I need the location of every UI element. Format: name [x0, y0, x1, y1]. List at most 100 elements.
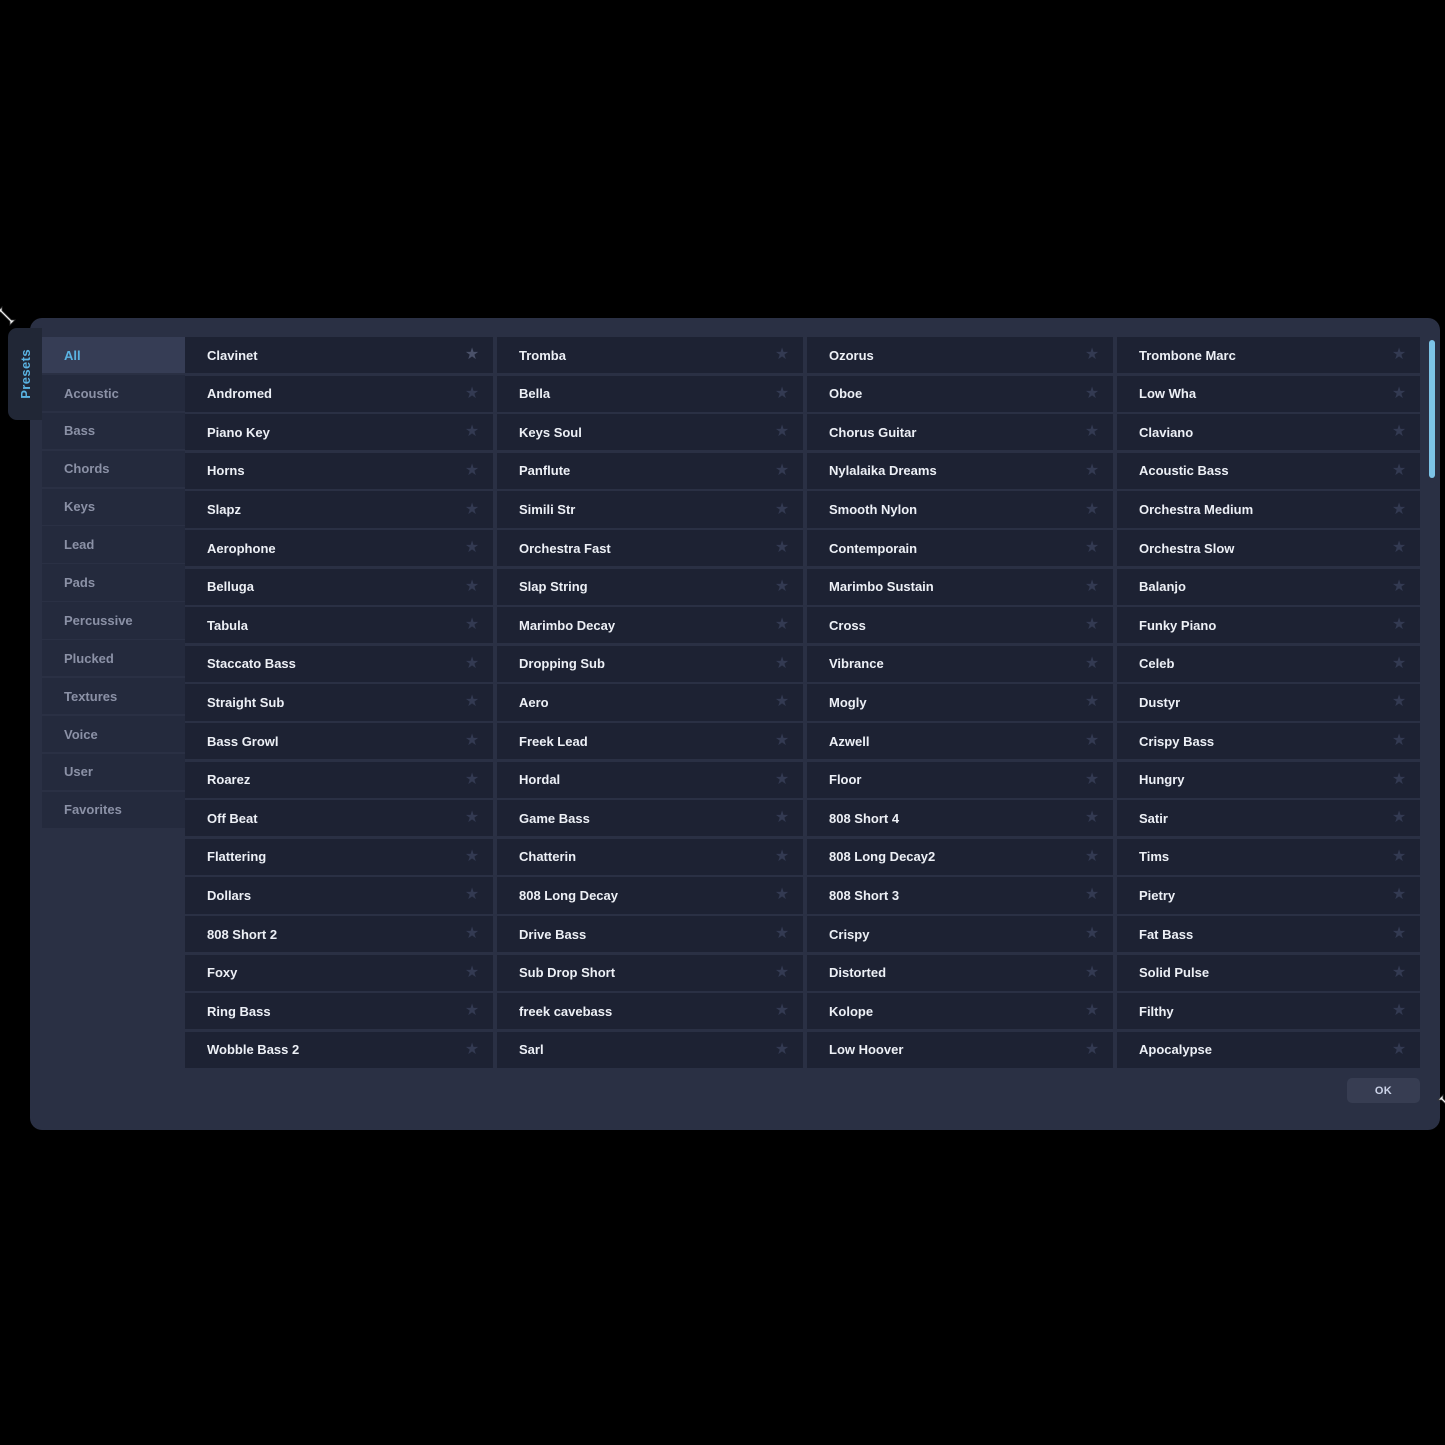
preset-item[interactable]: Orchestra Fast ★: [497, 529, 803, 567]
sidebar-category-all[interactable]: All: [42, 337, 185, 374]
preset-item[interactable]: Distorted ★: [807, 954, 1113, 991]
preset-item[interactable]: Crispy ★: [807, 915, 1113, 953]
preset-item[interactable]: Straight Sub ★: [185, 684, 493, 721]
star-icon[interactable]: ★: [464, 346, 480, 364]
preset-item[interactable]: Orchestra Medium ★: [1117, 491, 1420, 528]
preset-item[interactable]: Piano Key ★: [185, 414, 493, 451]
preset-item[interactable]: Vibrance ★: [807, 645, 1113, 683]
ok-button[interactable]: OK: [1347, 1078, 1420, 1103]
star-icon[interactable]: ★: [1084, 732, 1100, 750]
star-icon[interactable]: ★: [1084, 963, 1100, 981]
preset-item[interactable]: Orchestra Slow ★: [1117, 529, 1420, 567]
preset-item[interactable]: Acoustic Bass ★: [1117, 452, 1420, 490]
star-icon[interactable]: ★: [1391, 346, 1407, 364]
star-icon[interactable]: ★: [1391, 616, 1407, 634]
preset-item[interactable]: 808 Long Decay2 ★: [807, 838, 1113, 876]
star-icon[interactable]: ★: [1084, 1040, 1100, 1058]
star-icon[interactable]: ★: [464, 693, 480, 711]
star-icon[interactable]: ★: [1084, 539, 1100, 557]
star-icon[interactable]: ★: [1084, 461, 1100, 479]
star-icon[interactable]: ★: [1391, 461, 1407, 479]
preset-item[interactable]: Floor ★: [807, 761, 1113, 798]
star-icon[interactable]: ★: [1391, 770, 1407, 788]
preset-item[interactable]: Celeb ★: [1117, 645, 1420, 683]
star-icon[interactable]: ★: [1084, 423, 1100, 441]
sidebar-category-textures[interactable]: Textures: [42, 678, 185, 715]
star-icon[interactable]: ★: [464, 963, 480, 981]
preset-item[interactable]: Claviano ★: [1117, 414, 1420, 451]
preset-item[interactable]: Panflute ★: [497, 452, 803, 490]
sidebar-category-chords[interactable]: Chords: [42, 450, 185, 487]
preset-item[interactable]: Fat Bass ★: [1117, 915, 1420, 953]
star-icon[interactable]: ★: [1391, 1040, 1407, 1058]
star-icon[interactable]: ★: [1391, 423, 1407, 441]
preset-item[interactable]: Hordal ★: [497, 761, 803, 798]
preset-item[interactable]: Marimbo Decay ★: [497, 607, 803, 644]
sidebar-category-pads[interactable]: Pads: [42, 564, 185, 601]
preset-item[interactable]: Smooth Nylon ★: [807, 491, 1113, 528]
star-icon[interactable]: ★: [774, 693, 790, 711]
sidebar-category-favorites[interactable]: Favorites: [42, 791, 185, 828]
sidebar-category-percussive[interactable]: Percussive: [42, 602, 185, 639]
preset-item[interactable]: Belluga ★: [185, 568, 493, 605]
sidebar-category-voice[interactable]: Voice: [42, 715, 185, 753]
preset-item[interactable]: Trombone Marc ★: [1117, 337, 1420, 374]
star-icon[interactable]: ★: [1391, 925, 1407, 943]
star-icon[interactable]: ★: [1391, 384, 1407, 402]
star-icon[interactable]: ★: [1084, 346, 1100, 364]
star-icon[interactable]: ★: [1084, 925, 1100, 943]
preset-item[interactable]: Off Beat ★: [185, 800, 493, 837]
star-icon[interactable]: ★: [774, 384, 790, 402]
star-icon[interactable]: ★: [1391, 886, 1407, 904]
star-icon[interactable]: ★: [1084, 847, 1100, 865]
preset-item[interactable]: Contemporain ★: [807, 529, 1113, 567]
star-icon[interactable]: ★: [464, 1040, 480, 1058]
star-icon[interactable]: ★: [464, 770, 480, 788]
preset-item[interactable]: Bass Growl ★: [185, 722, 493, 760]
preset-item[interactable]: Azwell ★: [807, 722, 1113, 760]
star-icon[interactable]: ★: [464, 423, 480, 441]
preset-item[interactable]: Slapz ★: [185, 491, 493, 528]
star-icon[interactable]: ★: [1084, 384, 1100, 402]
preset-item[interactable]: Crispy Bass ★: [1117, 722, 1420, 760]
preset-item[interactable]: Oboe ★: [807, 375, 1113, 412]
star-icon[interactable]: ★: [1084, 693, 1100, 711]
preset-item[interactable]: Satir ★: [1117, 800, 1420, 837]
star-icon[interactable]: ★: [774, 925, 790, 943]
star-icon[interactable]: ★: [774, 423, 790, 441]
star-icon[interactable]: ★: [774, 963, 790, 981]
preset-item[interactable]: Wobble Bass 2 ★: [185, 1031, 493, 1068]
preset-item[interactable]: Game Bass ★: [497, 800, 803, 837]
star-icon[interactable]: ★: [1391, 654, 1407, 672]
star-icon[interactable]: ★: [1391, 539, 1407, 557]
preset-item[interactable]: Staccato Bass ★: [185, 645, 493, 683]
preset-item[interactable]: 808 Short 3 ★: [807, 877, 1113, 914]
star-icon[interactable]: ★: [774, 1040, 790, 1058]
star-icon[interactable]: ★: [774, 577, 790, 595]
star-icon[interactable]: ★: [774, 1002, 790, 1020]
preset-item[interactable]: Freek Lead ★: [497, 722, 803, 760]
preset-item[interactable]: Pietry ★: [1117, 877, 1420, 914]
preset-item[interactable]: Keys Soul ★: [497, 414, 803, 451]
star-icon[interactable]: ★: [774, 654, 790, 672]
preset-item[interactable]: Dollars ★: [185, 877, 493, 914]
star-icon[interactable]: ★: [464, 809, 480, 827]
star-icon[interactable]: ★: [1084, 577, 1100, 595]
preset-item[interactable]: Horns ★: [185, 452, 493, 490]
preset-item[interactable]: Low Wha ★: [1117, 375, 1420, 412]
sidebar-category-lead[interactable]: Lead: [42, 526, 185, 563]
preset-item[interactable]: Solid Pulse ★: [1117, 954, 1420, 991]
star-icon[interactable]: ★: [774, 461, 790, 479]
star-icon[interactable]: ★: [464, 577, 480, 595]
star-icon[interactable]: ★: [1391, 847, 1407, 865]
preset-item[interactable]: Andromed ★: [185, 375, 493, 412]
preset-item[interactable]: Low Hoover ★: [807, 1031, 1113, 1068]
star-icon[interactable]: ★: [774, 770, 790, 788]
preset-item[interactable]: Nylalaika Dreams ★: [807, 452, 1113, 490]
preset-item[interactable]: Marimbo Sustain ★: [807, 568, 1113, 605]
preset-item[interactable]: Sarl ★: [497, 1031, 803, 1068]
star-icon[interactable]: ★: [464, 616, 480, 634]
preset-item[interactable]: Tabula ★: [185, 607, 493, 644]
preset-item[interactable]: Drive Bass ★: [497, 915, 803, 953]
preset-item[interactable]: Dropping Sub ★: [497, 645, 803, 683]
